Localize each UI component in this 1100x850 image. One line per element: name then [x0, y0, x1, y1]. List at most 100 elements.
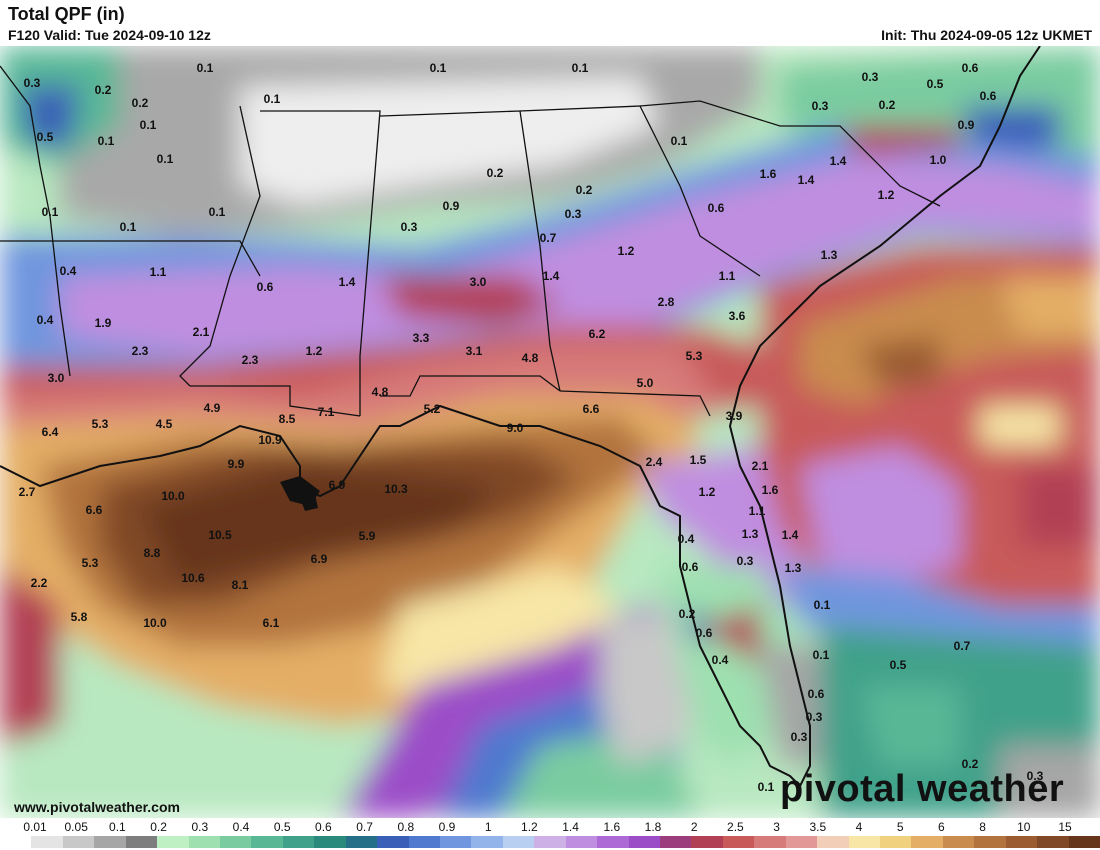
qpf-value-label: 5.9 [359, 529, 376, 543]
qpf-value-label: 1.2 [618, 244, 635, 258]
qpf-value-label: 1.2 [878, 188, 895, 202]
legend-label: 0.6 [315, 820, 332, 834]
qpf-value-label: 4.8 [372, 385, 389, 399]
qpf-value-label: 1.5 [690, 453, 707, 467]
qpf-value-label: 3.6 [729, 309, 746, 323]
qpf-value-label: 6.9 [329, 478, 346, 492]
qpf-value-label: 5.3 [92, 417, 109, 431]
qpf-value-label: 0.3 [737, 554, 754, 568]
qpf-value-label: 10.0 [143, 616, 167, 630]
legend-swatch [911, 836, 944, 848]
legend-swatch [660, 836, 692, 848]
legend-swatch [502, 836, 535, 848]
qpf-value-label: 1.9 [95, 316, 112, 330]
qpf-value-label: 9.9 [228, 457, 245, 471]
qpf-value-label: 10.0 [161, 489, 185, 503]
legend-swatch [817, 836, 850, 848]
qpf-value-label: 1.6 [760, 167, 777, 181]
qpf-value-label: 8.1 [232, 578, 249, 592]
qpf-value-label: 0.4 [60, 264, 77, 278]
qpf-value-label: 0.6 [962, 61, 979, 75]
qpf-value-label: 5.3 [82, 556, 99, 570]
legend-swatch [220, 836, 252, 848]
qpf-value-label: 0.4 [37, 313, 54, 327]
qpf-value-label: 6.6 [86, 503, 103, 517]
legend-swatch [94, 836, 127, 848]
legend-label: 1.4 [562, 820, 579, 834]
legend-swatch [282, 836, 315, 848]
qpf-value-label: 0.5 [890, 658, 907, 672]
legend-swatch [974, 836, 1007, 848]
qpf-value-label: 4.8 [522, 351, 539, 365]
qpf-value-label: 4.9 [204, 401, 221, 415]
qpf-value-labels: 0.3 0.20.10.2 0.10.50.10.10.10.1 0.10.1 0.10… [19, 61, 1044, 794]
qpf-value-label: 0.1 [572, 61, 589, 75]
qpf-value-label: 8.5 [279, 412, 296, 426]
qpf-value-label: 0.6 [257, 280, 274, 294]
qpf-value-label: 1.4 [782, 528, 799, 542]
qpf-value-label: 1.3 [821, 248, 838, 262]
qpf-value-label: 0.1 [140, 118, 157, 132]
qpf-value-label: 0.1 [197, 61, 214, 75]
legend-label: 0.1 [109, 820, 126, 834]
legend-swatch [722, 836, 755, 848]
qpf-value-label: 1.2 [306, 344, 323, 358]
legend-swatch [345, 836, 378, 848]
qpf-value-label: 3.3 [413, 331, 430, 345]
qpf-value-label: 0.3 [565, 207, 582, 221]
qpf-value-label: 1.3 [742, 527, 759, 541]
legend-label: 1 [484, 820, 492, 834]
qpf-value-label: 2.8 [658, 295, 675, 309]
qpf-value-label: 0.2 [95, 83, 112, 97]
qpf-value-label: 5.8 [71, 610, 88, 624]
qpf-value-label: 0.5 [927, 77, 944, 91]
qpf-value-label: 0.1 [157, 152, 174, 166]
legend-swatch [691, 836, 724, 848]
qpf-value-label: 0.6 [980, 89, 997, 103]
legend-label: 2.5 [727, 820, 744, 834]
qpf-value-label: 2.1 [752, 459, 769, 473]
legend-label: 5 [896, 820, 904, 834]
website-url: www.pivotalweather.com [14, 799, 180, 815]
qpf-value-label: 0.2 [132, 96, 149, 110]
qpf-value-label: 0.2 [576, 183, 593, 197]
legend-swatch [628, 836, 661, 848]
qpf-value-label: 7.1 [318, 405, 335, 419]
qpf-value-label: 2.3 [132, 344, 149, 358]
qpf-value-label: 0.5 [37, 130, 54, 144]
qpf-value-label: 1.6 [762, 483, 779, 497]
qpf-value-label: 10.5 [208, 528, 232, 542]
qpf-value-label: 2.4 [646, 455, 663, 469]
legend-swatch [440, 836, 472, 848]
qpf-value-label: 0.3 [24, 76, 41, 90]
qpf-value-label: 5.2 [424, 402, 441, 416]
qpf-value-label: 6.2 [589, 327, 606, 341]
legend-label: 0.2 [150, 820, 167, 834]
qpf-value-label: 0.1 [209, 205, 226, 219]
legend-swatch [125, 836, 158, 848]
legend-swatch [408, 836, 441, 848]
qpf-value-label: 0.3 [812, 99, 829, 113]
legend-label: 15 [1058, 820, 1072, 834]
qpf-value-label: 3.9 [726, 409, 743, 423]
qpf-value-label: 0.4 [712, 653, 729, 667]
legend-swatch [880, 836, 912, 848]
qpf-value-label: 1.1 [719, 269, 736, 283]
state-borders [0, 65, 941, 417]
qpf-value-label: 0.6 [708, 201, 725, 215]
legend-swatch [314, 836, 347, 848]
legend-label: 0.5 [273, 820, 291, 834]
land-detail [280, 476, 320, 511]
color-legend: 0.01 0.05 0.1 0.2 0.3 0.4 0.5 0.6 0.7 0.8 0.9 1 1.2 1… [0, 818, 1100, 850]
qpf-value-label: 9.0 [507, 421, 524, 435]
qpf-value-label: 1.4 [543, 269, 560, 283]
legend-swatch [942, 836, 975, 848]
qpf-value-label: 0.1 [120, 220, 137, 234]
legend-label: 0.3 [191, 820, 209, 834]
brand-logo: pivotal weather [780, 768, 1065, 810]
qpf-value-label: 1.1 [749, 504, 766, 518]
qpf-value-label: 10.3 [384, 482, 408, 496]
legend-swatch [1005, 836, 1038, 848]
qpf-value-label: 2.2 [31, 576, 48, 590]
qpf-value-label: 6.4 [42, 425, 59, 439]
